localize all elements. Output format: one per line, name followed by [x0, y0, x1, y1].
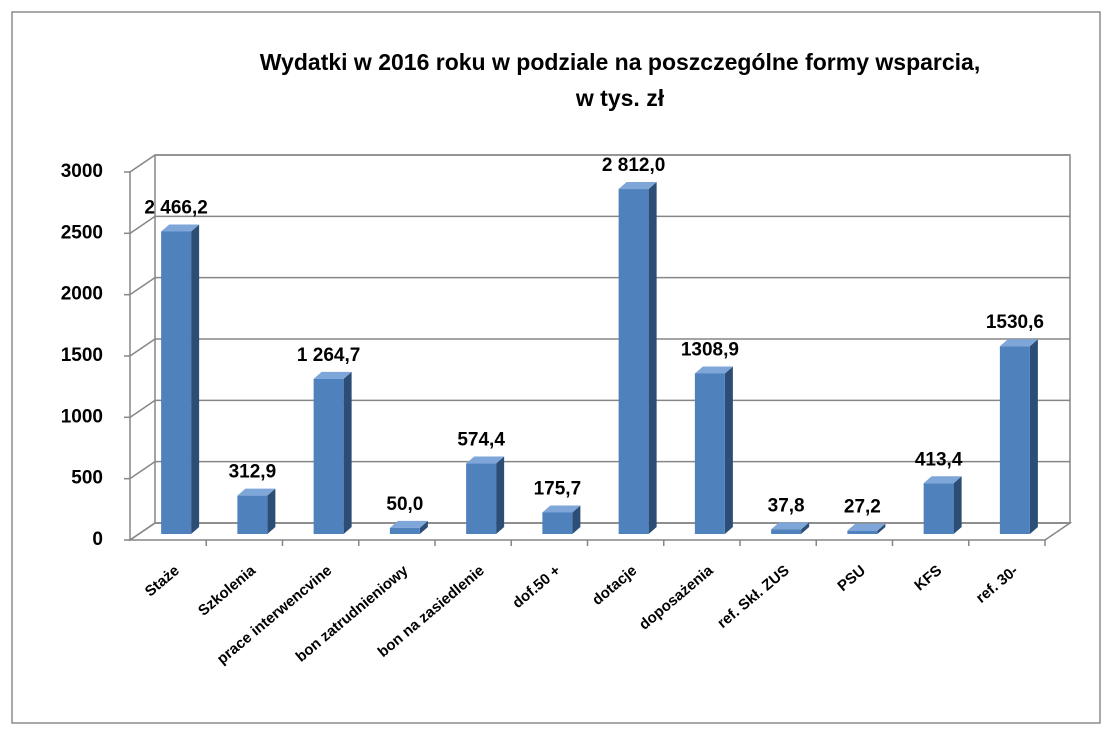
bar-front [999, 346, 1030, 534]
value-label: 574,4 [457, 430, 505, 451]
bar-front [923, 483, 954, 534]
bar [466, 456, 505, 534]
chart-subtitle: w tys. zł [575, 85, 665, 111]
bar-side [953, 476, 962, 534]
bar [542, 505, 581, 534]
bar-side [648, 182, 657, 534]
bar-top [847, 523, 886, 531]
value-label: 2 466,2 [144, 197, 207, 218]
bar-side [1029, 339, 1038, 534]
y-tick-label: 1000 [61, 406, 103, 427]
bar-front [771, 529, 802, 534]
bar-front [389, 527, 420, 534]
bar [618, 182, 657, 534]
bar-front [466, 463, 497, 534]
grid-line-side [129, 461, 156, 480]
bar-top [618, 182, 657, 190]
value-label: 413,4 [915, 449, 963, 470]
bar-front [161, 231, 192, 534]
chart-title: Wydatki w 2016 roku w podziale na poszcz… [260, 49, 980, 75]
bar-front [313, 378, 344, 534]
y-tick-label: 2500 [61, 222, 103, 243]
grid-line-side [129, 154, 156, 173]
bar [161, 224, 200, 534]
value-label: 2 812,0 [602, 155, 665, 176]
value-label: 1308,9 [681, 339, 739, 360]
grid-line-side [129, 522, 156, 541]
bar-side [419, 520, 428, 534]
bar-front [618, 189, 649, 534]
bar [999, 339, 1038, 534]
grid-line-side [129, 338, 156, 357]
bar-side [343, 371, 352, 534]
bar-front [542, 512, 573, 534]
bar-side [877, 523, 886, 534]
grid-line-side [129, 399, 156, 418]
value-label: 50,0 [386, 494, 423, 515]
bar-side [801, 522, 810, 534]
bar-top [161, 224, 200, 232]
bar-top [466, 456, 505, 464]
bar-top [923, 476, 962, 484]
bar [771, 522, 810, 534]
y-tick-label: 1500 [61, 345, 103, 366]
bar-front [237, 495, 268, 534]
bar [847, 523, 886, 534]
value-label: 175,7 [534, 478, 582, 499]
bar-top [542, 505, 581, 513]
bar-side [724, 366, 733, 534]
bar [389, 520, 428, 534]
bar-top [694, 366, 733, 374]
bar-side [572, 505, 581, 534]
grid-line-side [129, 277, 156, 296]
value-label: 1530,6 [986, 312, 1044, 333]
bar [694, 366, 733, 534]
value-label: 312,9 [229, 462, 277, 483]
y-tick-label: 2000 [61, 284, 103, 305]
bar-front [847, 530, 878, 534]
bar [237, 488, 276, 534]
y-tick-label: 500 [71, 468, 103, 489]
bar-top [771, 522, 810, 530]
bar-side [496, 456, 505, 534]
value-label: 37,8 [768, 495, 805, 516]
bar-side [267, 488, 276, 534]
bar [923, 476, 962, 534]
bar-top [389, 520, 428, 528]
bar-top [313, 371, 352, 379]
bar-front [694, 373, 725, 534]
value-label: 27,2 [844, 497, 881, 518]
y-tick-label: 3000 [61, 161, 103, 182]
value-label: 1 264,7 [297, 345, 360, 366]
bar-top [999, 339, 1038, 347]
bar-side [191, 224, 200, 534]
bar [313, 371, 352, 534]
bar-top [237, 488, 276, 496]
y-tick-label: 0 [92, 529, 103, 550]
grid-line-side [129, 215, 156, 234]
